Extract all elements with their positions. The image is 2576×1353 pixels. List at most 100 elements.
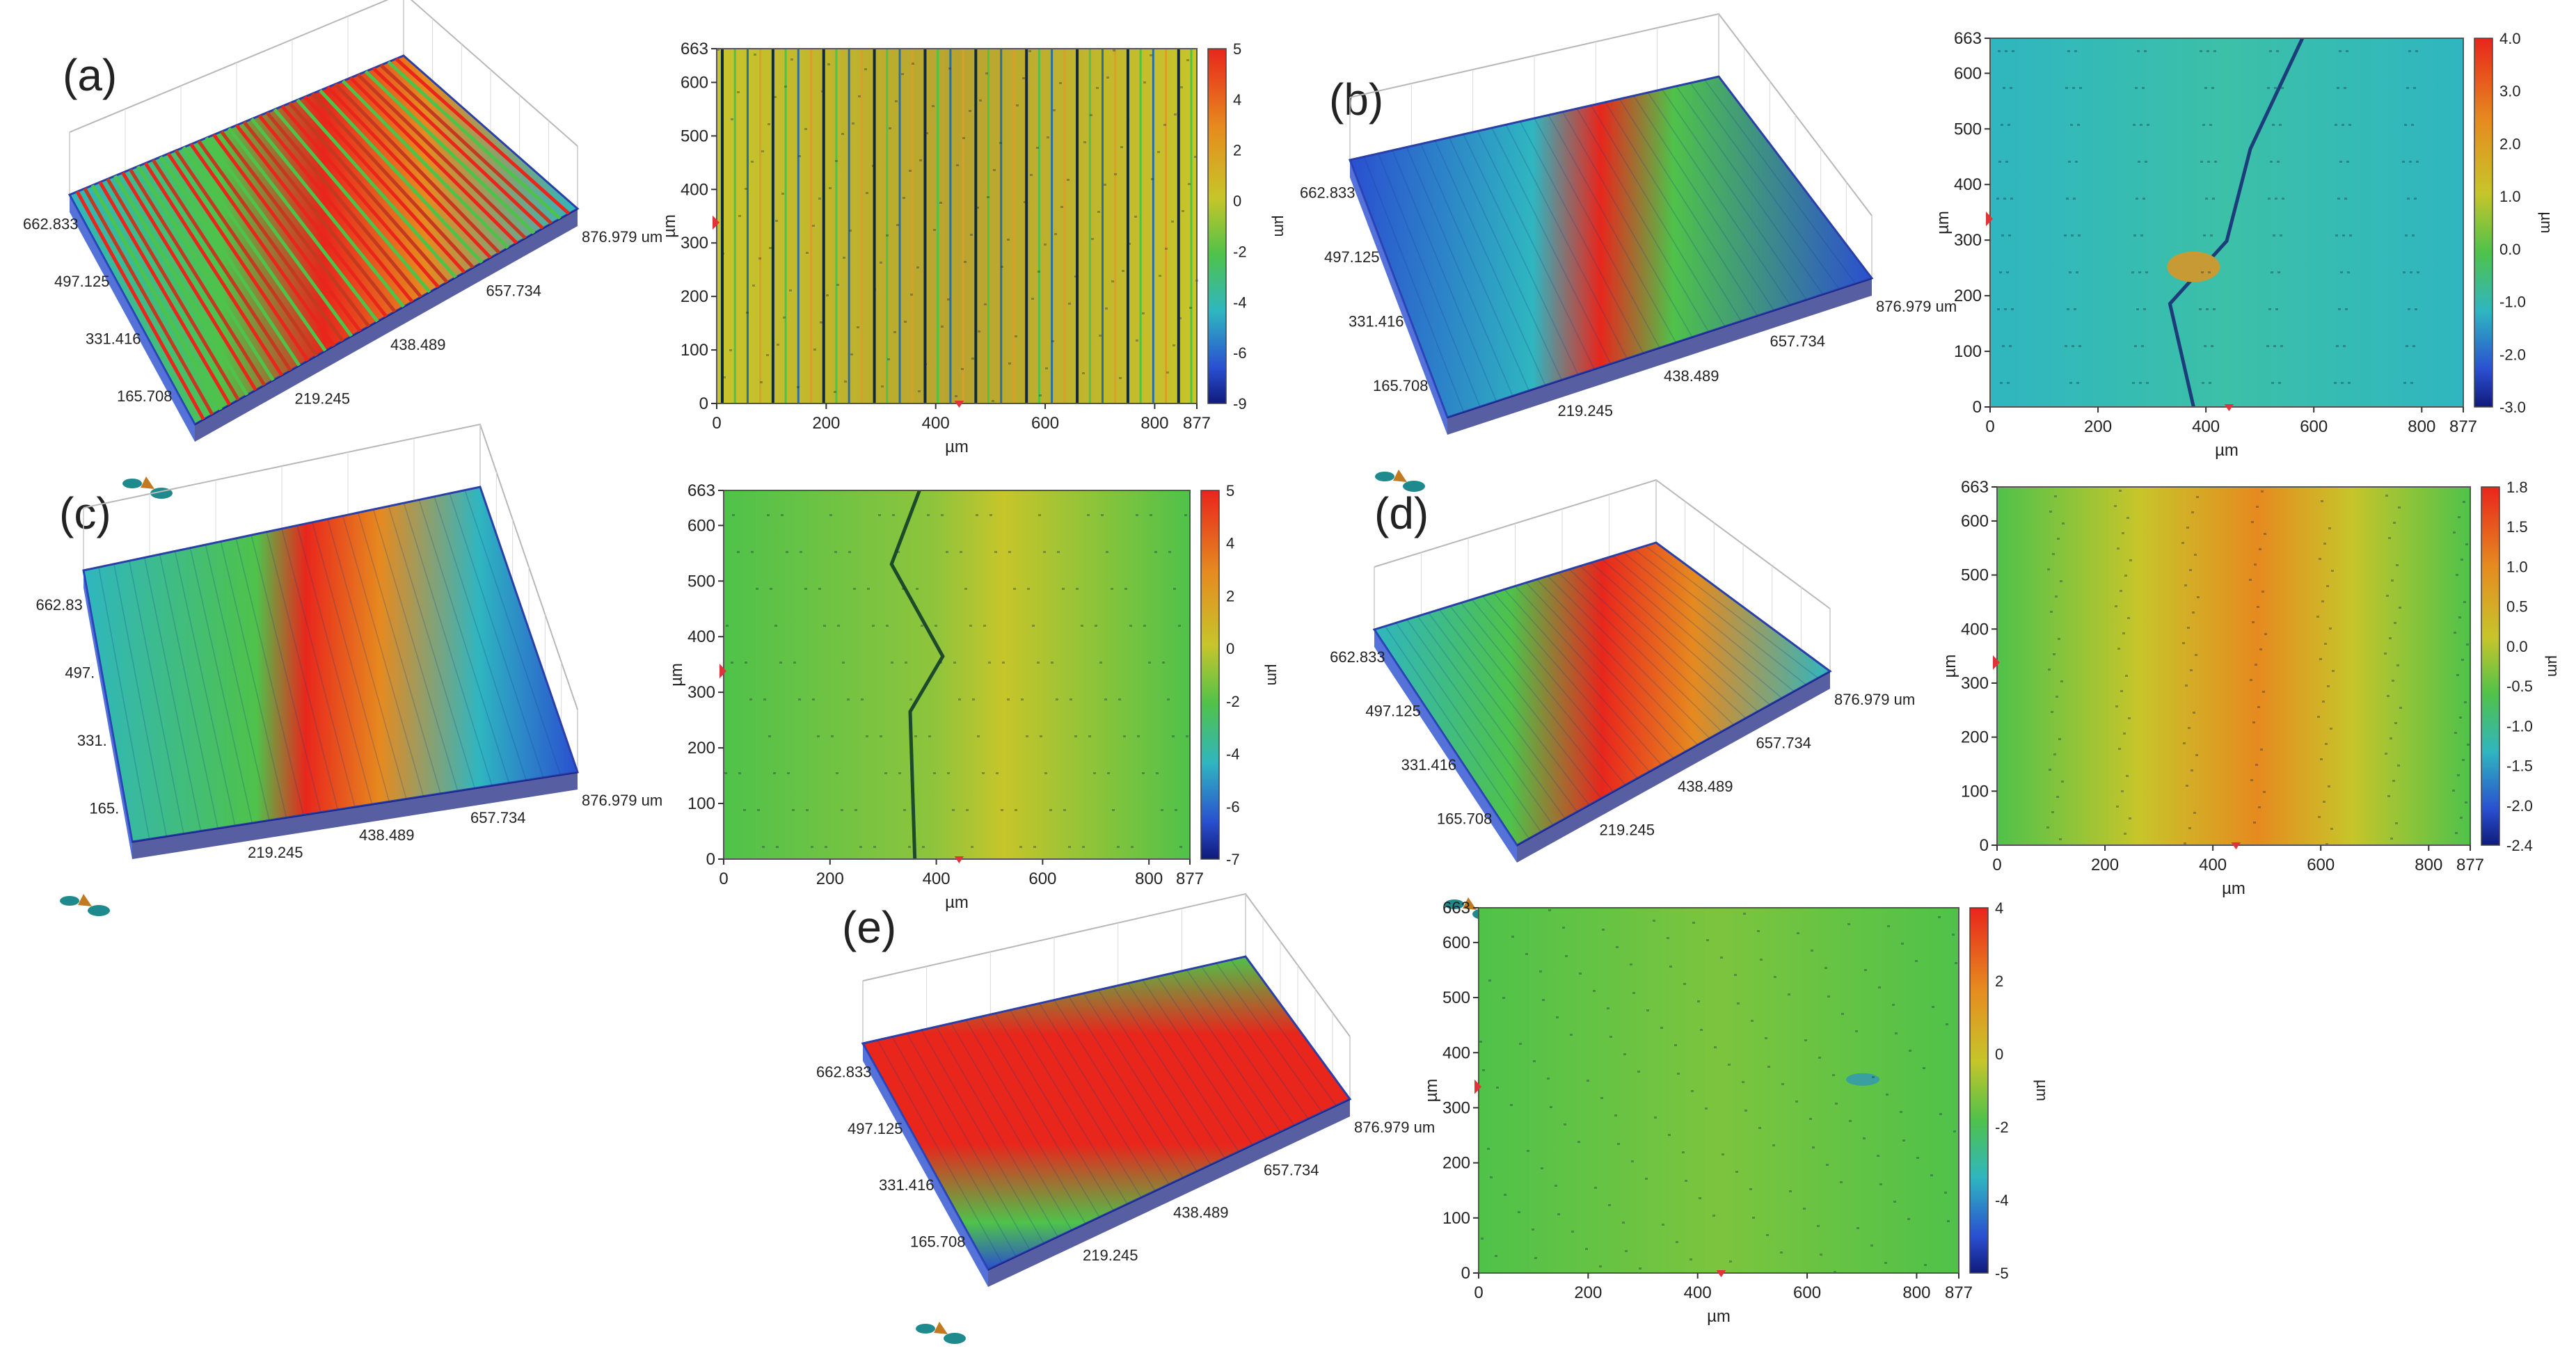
texture-speckle — [1163, 124, 1166, 126]
texture-speckle — [983, 625, 986, 627]
axis3d-x-tick: 438.489 — [1678, 778, 1733, 795]
texture-speckle — [2071, 234, 2074, 237]
axis3d-y-tick: 662.83 — [35, 596, 82, 614]
texture-speckle — [2211, 87, 2214, 89]
texture-speckle — [941, 326, 944, 328]
surface-texture — [387, 61, 562, 220]
texture-speckle — [2193, 712, 2195, 714]
position-marker-icon — [1993, 655, 2000, 670]
map-y-tick: 600 — [1954, 64, 1982, 83]
texture-speckle — [1789, 1190, 1792, 1192]
orientation-gizmo-icon — [141, 477, 154, 489]
texture-speckle — [2263, 791, 2266, 793]
texture-speckle — [1074, 735, 1077, 737]
texture-speckle — [773, 772, 776, 774]
texture-speckle — [751, 551, 754, 553]
texture-speckle — [909, 170, 912, 172]
texture-speckle — [1044, 243, 1047, 246]
texture-speckle — [1136, 339, 1138, 342]
surface-fringe — [988, 1099, 1350, 1287]
texture-speckle — [2458, 616, 2461, 618]
texture-speckle — [2325, 843, 2328, 845]
surface-texture — [1580, 566, 1747, 719]
surface-texture — [1186, 969, 1295, 1126]
texture-speckle — [812, 225, 815, 227]
texture-speckle — [2408, 308, 2410, 310]
texture-speckle — [1749, 1188, 1752, 1190]
texture-speckle — [826, 294, 829, 296]
colorbar-tick: 5 — [1233, 40, 1241, 58]
texture-speckle — [2207, 50, 2209, 52]
texture-speckle — [2127, 617, 2130, 619]
texture-speckle — [1660, 1027, 1663, 1029]
texture-speckle — [999, 142, 1002, 144]
texture-speckle — [2332, 670, 2335, 672]
surface-texture — [936, 1026, 1058, 1238]
map-y-tick: 600 — [681, 73, 708, 92]
surface-texture — [1230, 959, 1337, 1106]
texture-speckle — [2202, 382, 2204, 384]
colorbar-unit-label: µm — [2545, 655, 2562, 677]
texture-speckle — [2261, 490, 2264, 493]
colorbar-tick: 0.0 — [2506, 638, 2528, 655]
colorbar-tick: 2.0 — [2499, 135, 2521, 152]
texture-speckle — [880, 735, 882, 737]
texture-speckle — [964, 261, 967, 263]
texture-speckle — [1565, 955, 1568, 957]
texture-speckle — [2342, 124, 2344, 126]
texture-speckle — [2337, 198, 2340, 200]
height-map-image — [717, 49, 1197, 403]
texture-speckle — [1157, 151, 1160, 153]
texture-speckle — [1765, 1037, 1767, 1039]
texture-speckle — [2274, 87, 2277, 89]
texture-speckle — [2076, 382, 2079, 384]
texture-speckle — [1518, 1211, 1520, 1213]
texture-speckle — [1944, 1192, 1947, 1194]
surface-texture — [1514, 585, 1674, 759]
texture-speckle — [817, 735, 820, 737]
texture-speckle — [1998, 50, 2001, 52]
texture-speckle — [2076, 271, 2078, 273]
panel-e: (e)662.833497.125331.416165.708219.24543… — [816, 892, 2051, 1344]
texture-speckle — [1542, 999, 1545, 1001]
texture-speckle — [2073, 198, 2076, 200]
texture-speckle — [2192, 611, 2195, 614]
map-y-tick: 0 — [1461, 1264, 1470, 1283]
colorbar-tick: -1.0 — [2499, 294, 2526, 311]
texture-speckle — [746, 312, 749, 314]
texture-speckle — [1878, 986, 1881, 988]
texture-speckle — [1795, 1100, 1798, 1103]
texture-speckle — [1015, 809, 1017, 811]
texture-speckle — [2453, 531, 2456, 534]
map-x-tick: 200 — [812, 414, 840, 433]
surface-texture — [228, 127, 379, 323]
surface-texture — [1406, 147, 1513, 397]
texture-speckle — [1817, 1225, 1820, 1227]
texture-speckle — [1691, 1090, 1694, 1092]
texture-speckle — [922, 846, 925, 848]
texture-speckle — [2199, 308, 2202, 310]
colorbar-tick: 1.8 — [2506, 479, 2528, 496]
texture-speckle — [1774, 976, 1776, 978]
texture-speckle — [925, 132, 928, 134]
texture-speckle — [2129, 559, 2132, 561]
texture-speckle — [2181, 542, 2184, 544]
texture-speckle — [905, 662, 907, 664]
texture-speckle — [2134, 345, 2137, 347]
texture-speckle — [2467, 744, 2470, 746]
texture-speckle — [1587, 1080, 1589, 1082]
surface-texture — [143, 557, 202, 831]
texture-speckle — [818, 588, 821, 590]
texture-speckle — [1007, 698, 1010, 700]
map-x-tick: 800 — [2408, 417, 2435, 436]
texture-speckle — [2348, 124, 2351, 126]
texture-speckle — [738, 772, 741, 774]
texture-speckle — [1804, 1039, 1807, 1041]
colorbar-tick: 0.0 — [2499, 241, 2521, 258]
orientation-gizmo-icon — [916, 1324, 935, 1334]
texture-speckle — [2011, 308, 2014, 310]
texture-speckle — [2319, 658, 2322, 660]
surface-texture — [342, 515, 424, 796]
texture-speckle — [1053, 109, 1056, 111]
